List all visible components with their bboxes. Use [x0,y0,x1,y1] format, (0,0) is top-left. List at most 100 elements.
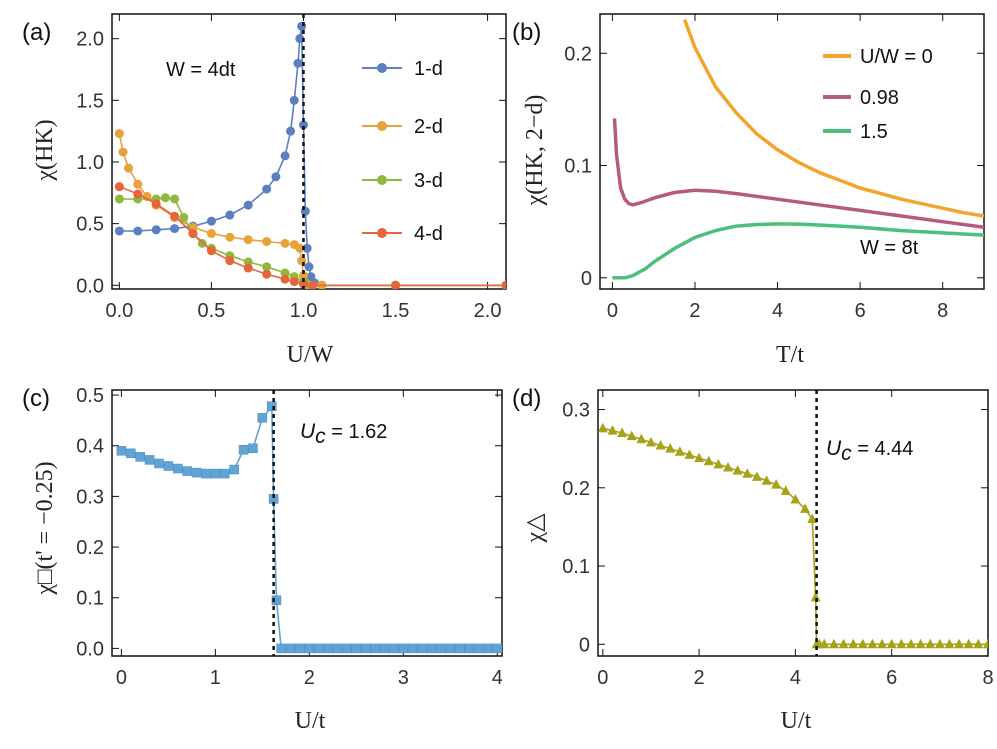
data-point [780,485,791,495]
data-point [243,235,253,245]
data-point [389,643,399,654]
x-tick-label: 2 [689,300,700,322]
data-point [297,256,307,266]
y-tick-label: 0.3 [76,486,104,508]
data-point [144,455,155,465]
data-point [267,401,277,411]
x-tick-label: 6 [886,667,897,689]
data-point [713,458,724,469]
y-tick-label: 0.4 [76,436,104,458]
data-point [944,638,955,649]
data-point [262,262,272,272]
series-a-2-line [119,196,506,287]
x-tick-label: 0 [597,667,608,689]
data-point [407,643,418,654]
data-point [124,163,134,173]
data-point [295,643,305,654]
data-point [483,643,493,654]
series-d-0-line [602,427,988,646]
data-point [170,211,180,221]
y-tick-label: 0.0 [76,275,104,297]
panel-a-legend: 1-d 2-d 3-d 4-d [362,58,443,245]
panel-c-data [116,401,502,654]
y-tick-label: 0.1 [76,588,104,610]
data-point [761,475,772,485]
data-point [445,643,456,654]
data-point [934,638,945,649]
panel-b-xlabel: T/t [776,342,804,368]
series-b-1-line [612,118,984,230]
data-point [426,643,437,654]
panel-a-annotation: W = 4dt [166,59,236,81]
data-point [238,445,249,455]
y-tick-label: 1.0 [76,152,104,174]
data-point [905,638,916,649]
data-point [276,643,286,654]
legend-item-uw0: U/W = 0 [860,46,933,68]
data-point [313,643,324,654]
data-point [915,638,926,649]
data-point [151,199,161,209]
data-point [304,262,314,272]
data-point [293,58,303,68]
data-point [116,446,127,456]
data-point [298,270,308,280]
data-point [170,194,180,204]
data-point [360,643,371,654]
data-point [877,638,888,649]
data-point [179,212,189,222]
panel-a-data [114,21,506,289]
data-point [151,225,161,235]
data-point [206,246,216,256]
x-tick-label: 4 [772,300,783,322]
data-point [182,466,192,476]
x-tick-label: 2 [304,667,315,689]
legend-item-2d: 2-d [414,116,443,138]
data-point [645,436,656,447]
panel-d: (d) 0 2 4 6 8 0 0.1 0.2 0.3 Uc = 4.44 U/t χ△ [512,385,994,734]
data-point [819,638,830,649]
data-point [229,464,239,475]
x-tick-label: 1.0 [290,300,318,322]
legend-item-3d: 3-d [414,170,443,192]
data-point [807,513,818,524]
panel-b-label: (b) [512,19,541,46]
data-point [133,226,143,236]
panel-b-annotation: W = 8t [860,237,919,259]
panel-d-annotation-subscript: c [841,442,852,465]
panel-c-annotation-value: = 1.62 [326,421,388,443]
y-tick-label: 0.5 [76,385,104,407]
panel-d-annotation-symbol: U [826,437,842,460]
y-tick-label: 0.1 [562,556,590,578]
data-point [133,189,143,199]
y-tick-label: 0.2 [564,43,592,65]
data-point [896,638,907,649]
series-a-1-line [118,133,506,287]
data-point [963,638,974,649]
data-point [163,461,174,471]
x-tick-label: 0 [607,300,618,322]
data-point [289,95,299,105]
panel-a-ylabel: χ(HK) [32,119,58,181]
data-point [298,120,308,130]
data-point [271,172,281,182]
y-tick-label: 0 [579,634,590,656]
data-point [308,280,318,289]
x-tick-label: 1 [210,667,221,689]
x-tick-label: 4 [492,667,503,689]
x-tick-label: 8 [937,300,948,322]
x-tick-label: 0.0 [105,300,133,322]
data-point [210,468,221,479]
panel-b-ylabel: χ(HK, 2−d) [522,95,548,207]
y-tick-label: 0.3 [562,400,590,422]
panel-d-frame [597,389,989,657]
data-point [351,643,362,654]
data-point [243,257,253,267]
data-point [114,194,124,204]
panel-a-label: (a) [22,19,51,46]
data-point [225,232,235,242]
data-point [973,638,984,649]
data-point [262,184,272,194]
data-point [295,34,305,44]
data-point [298,279,308,289]
